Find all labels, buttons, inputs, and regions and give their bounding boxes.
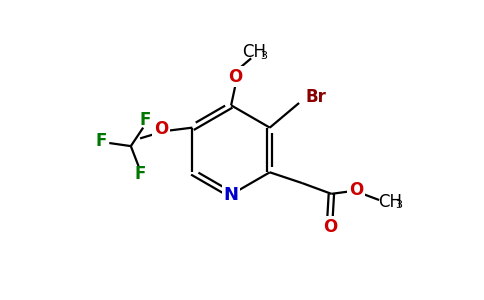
Text: 3: 3 [395,200,403,210]
Text: CH: CH [242,43,266,61]
Text: Br: Br [305,88,326,106]
Text: F: F [96,133,107,151]
Text: 3: 3 [260,51,267,61]
Text: CH: CH [378,193,402,211]
Text: O: O [154,120,168,138]
Text: O: O [228,68,243,86]
Text: O: O [323,218,337,236]
Text: O: O [349,181,363,199]
Text: N: N [224,186,239,204]
Text: F: F [139,111,151,129]
Text: F: F [135,165,146,183]
